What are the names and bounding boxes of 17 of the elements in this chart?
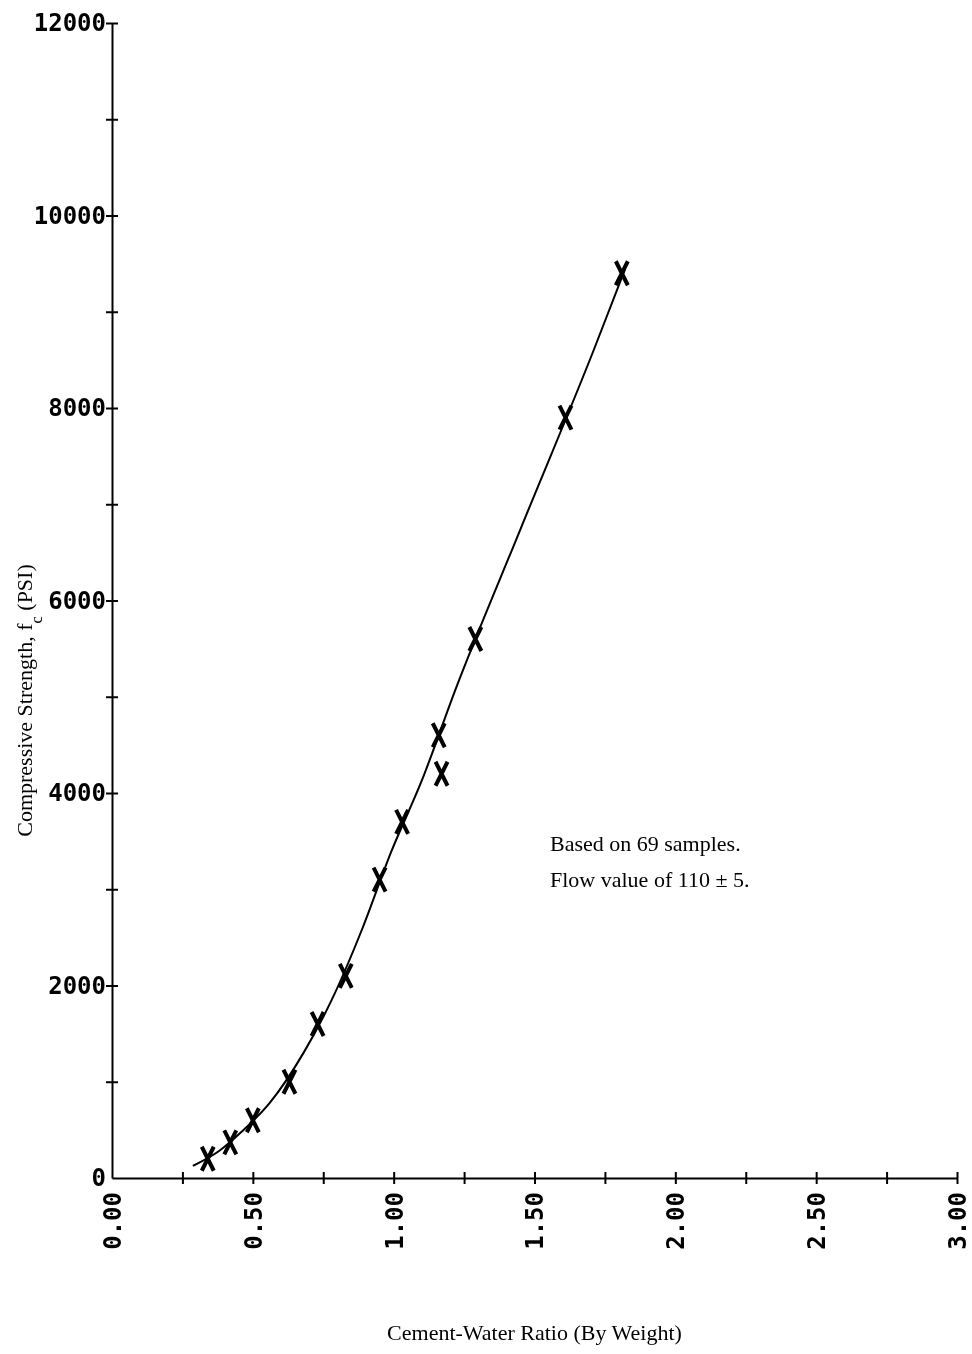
- y-tick-label: 4000: [48, 779, 106, 808]
- x-tick-label: 2.00: [662, 1192, 691, 1250]
- y-tick-label: 8000: [48, 394, 106, 423]
- x-tick-label: 0.50: [239, 1192, 268, 1250]
- x-tick-label: 3.00: [943, 1192, 972, 1250]
- y-tick-label: 12000: [33, 9, 106, 38]
- y-tick-label: 2000: [48, 971, 106, 1000]
- annotation: Flow value of 110 ± 5.: [550, 867, 750, 892]
- y-tick-label: 0: [91, 1164, 106, 1193]
- x-tick-label: 2.50: [803, 1192, 832, 1250]
- x-tick-label: 1.00: [380, 1192, 409, 1250]
- x-tick-label: 0.00: [98, 1192, 127, 1250]
- x-axis-title: Cement-Water Ratio (By Weight): [387, 1320, 682, 1345]
- annotation: Based on 69 samples.: [550, 831, 741, 856]
- y-tick-label: 6000: [48, 586, 106, 615]
- x-tick-label: 1.50: [521, 1192, 550, 1250]
- y-tick-label: 10000: [33, 201, 106, 230]
